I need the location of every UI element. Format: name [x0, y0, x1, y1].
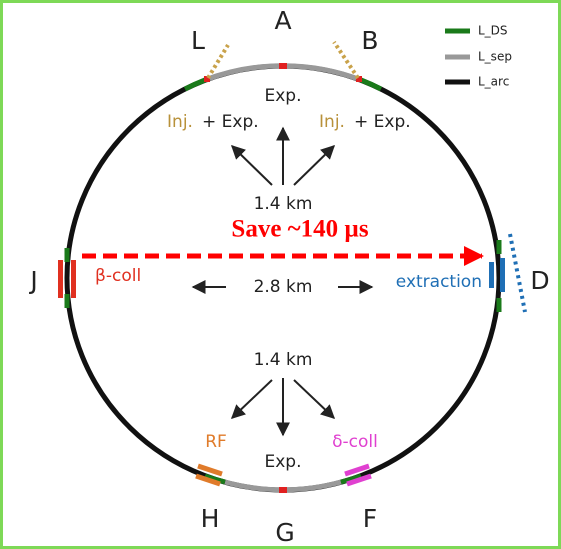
extraction-kicker — [500, 258, 505, 292]
label: δ-coll — [332, 432, 378, 452]
injection-line — [206, 43, 230, 80]
injection-line — [332, 40, 360, 80]
point-label: F — [363, 504, 377, 533]
point-label: J — [28, 266, 37, 295]
label: extraction — [396, 272, 482, 292]
save-label: Save ~140 µs — [231, 216, 368, 243]
arrow — [293, 145, 336, 186]
ring-marker — [204, 76, 210, 82]
point-label: A — [274, 6, 291, 35]
label: 1.4 km — [254, 350, 313, 370]
label: Inj. — [167, 112, 193, 132]
legend-label: L_DS — [478, 24, 508, 38]
extraction-kicker — [489, 262, 494, 288]
arrow — [230, 379, 273, 419]
label: + Exp. — [354, 112, 411, 132]
label: 2.8 km — [254, 277, 313, 297]
label: Exp. — [265, 452, 302, 472]
label: Exp. — [265, 86, 302, 106]
label: + Exp. — [202, 112, 259, 132]
arrow — [230, 145, 273, 186]
collimator — [346, 473, 372, 487]
point-label: G — [275, 518, 294, 547]
collimator — [71, 260, 76, 298]
label: RF — [205, 432, 227, 452]
collimator — [344, 463, 370, 477]
legend-label: L_sep — [478, 50, 512, 64]
ring-marker — [356, 76, 362, 82]
arrow — [293, 379, 336, 419]
label: Inj. — [319, 112, 345, 132]
point-label: D — [530, 266, 549, 295]
ring-ds — [340, 473, 362, 485]
legend-label: L_arc — [478, 75, 509, 89]
point-label: H — [201, 504, 220, 533]
ring-ds — [204, 473, 226, 485]
rf-cavity — [197, 463, 223, 477]
rf-cavity — [195, 473, 221, 487]
point-label: L — [191, 26, 205, 55]
collimator — [58, 260, 63, 298]
point-label: B — [361, 26, 378, 55]
ring-marker — [279, 487, 287, 493]
label: 1.4 km — [254, 194, 313, 214]
label: β-coll — [95, 266, 141, 286]
ring-marker — [279, 63, 287, 69]
